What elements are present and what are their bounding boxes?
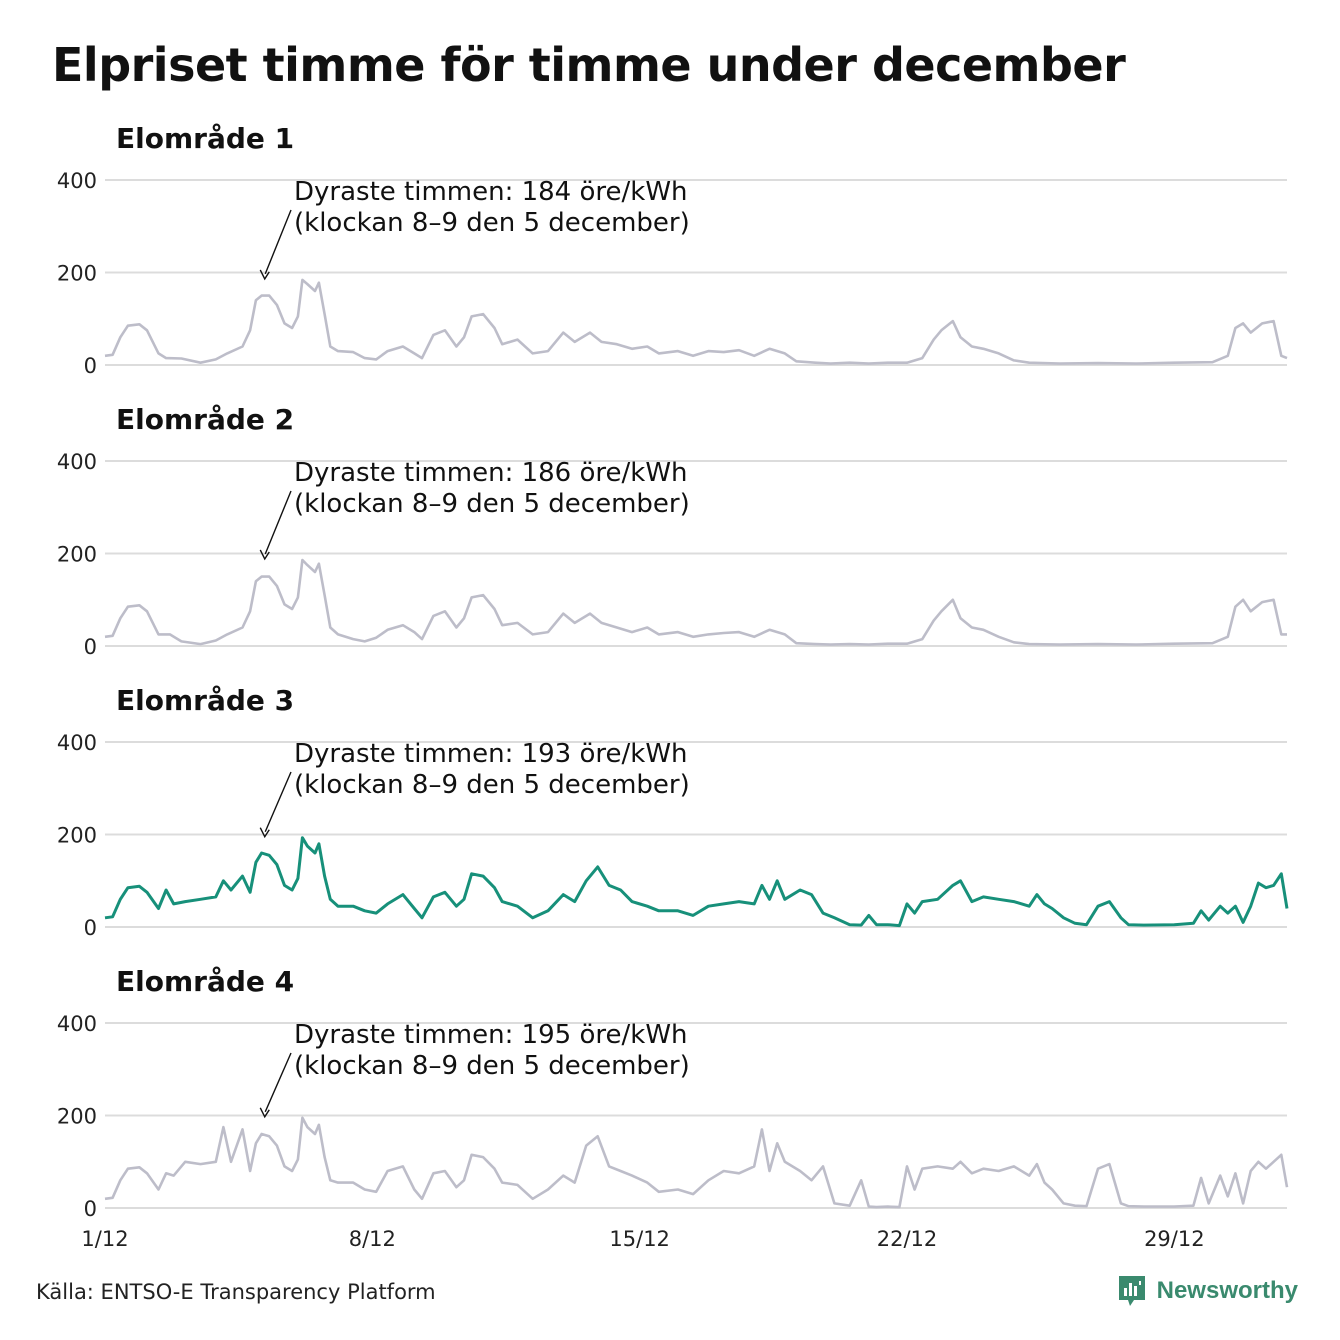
price-line-4: [104, 1116, 1289, 1209]
brand-name: Newsworthy: [1156, 1277, 1298, 1304]
annotation-line1-1: Dyraste timmen: 184 öre/kWh: [294, 177, 688, 207]
panel-title-4: Elområde 4: [116, 965, 294, 998]
source-note: Källa: ENTSO-E Transparency Platform: [36, 1280, 436, 1304]
panel-title-2: Elområde 2: [116, 403, 294, 436]
annotation-arrowhead-1: [259, 269, 270, 281]
annotation-line1-4: Dyraste timmen: 195 öre/kWh: [294, 1020, 688, 1050]
annotation-arrow-2: [264, 490, 292, 555]
y-tick-label-4-0: 0: [84, 1197, 97, 1221]
price-line-1: [104, 278, 1288, 365]
brand[interactable]: Newsworthy: [1117, 1274, 1298, 1308]
y-tick-label-1-400: 400: [57, 169, 97, 193]
annotation-arrow-1: [264, 209, 292, 275]
y-tick-label-1-0: 0: [84, 354, 97, 378]
annotation-line2-2: (klockan 8–9 den 5 december): [294, 489, 690, 519]
price-line-3: [104, 836, 1289, 928]
panel-title-1: Elområde 1: [116, 122, 294, 155]
annotation-line1-2: Dyraste timmen: 186 öre/kWh: [294, 458, 688, 488]
y-tick-label-3-400: 400: [57, 731, 97, 755]
annotation-line2-3: (klockan 8–9 den 5 december): [294, 770, 690, 800]
y-tick-label-4-200: 200: [57, 1105, 97, 1129]
panel-title-3: Elområde 3: [116, 684, 294, 717]
annotation-line2-1: (klockan 8–9 den 5 december): [294, 208, 690, 238]
x-tick-label-15-12: 15/12: [609, 1227, 670, 1251]
x-tick-label-8-12: 8/12: [349, 1227, 396, 1251]
newsworthy-logo-icon: [1118, 1276, 1145, 1306]
annotation-arrowhead-4: [259, 1107, 270, 1119]
annotation-line1-3: Dyraste timmen: 193 öre/kWh: [294, 739, 688, 769]
annotation-arrowhead-2: [259, 549, 270, 561]
y-tick-label-2-400: 400: [57, 450, 97, 474]
y-tick-label-1-200: 200: [57, 262, 97, 286]
x-tick-label-22-12: 22/12: [877, 1227, 938, 1251]
x-tick-label-1-12: 1/12: [81, 1227, 128, 1251]
y-tick-label-4-400: 400: [57, 1012, 97, 1036]
x-tick-label-29-12: 29/12: [1144, 1227, 1205, 1251]
y-tick-label-2-0: 0: [84, 635, 97, 659]
annotation-arrow-3: [264, 771, 292, 833]
annotation-arrow-4: [264, 1052, 292, 1113]
annotation-line2-4: (klockan 8–9 den 5 december): [294, 1051, 690, 1081]
annotation-arrowhead-3: [259, 827, 270, 839]
price-line-2: [104, 558, 1287, 646]
chart-title: Elpriset timme för timme under december: [52, 38, 1126, 92]
y-tick-label-3-0: 0: [84, 916, 97, 940]
y-tick-label-3-200: 200: [57, 824, 97, 848]
y-tick-label-2-200: 200: [57, 543, 97, 567]
